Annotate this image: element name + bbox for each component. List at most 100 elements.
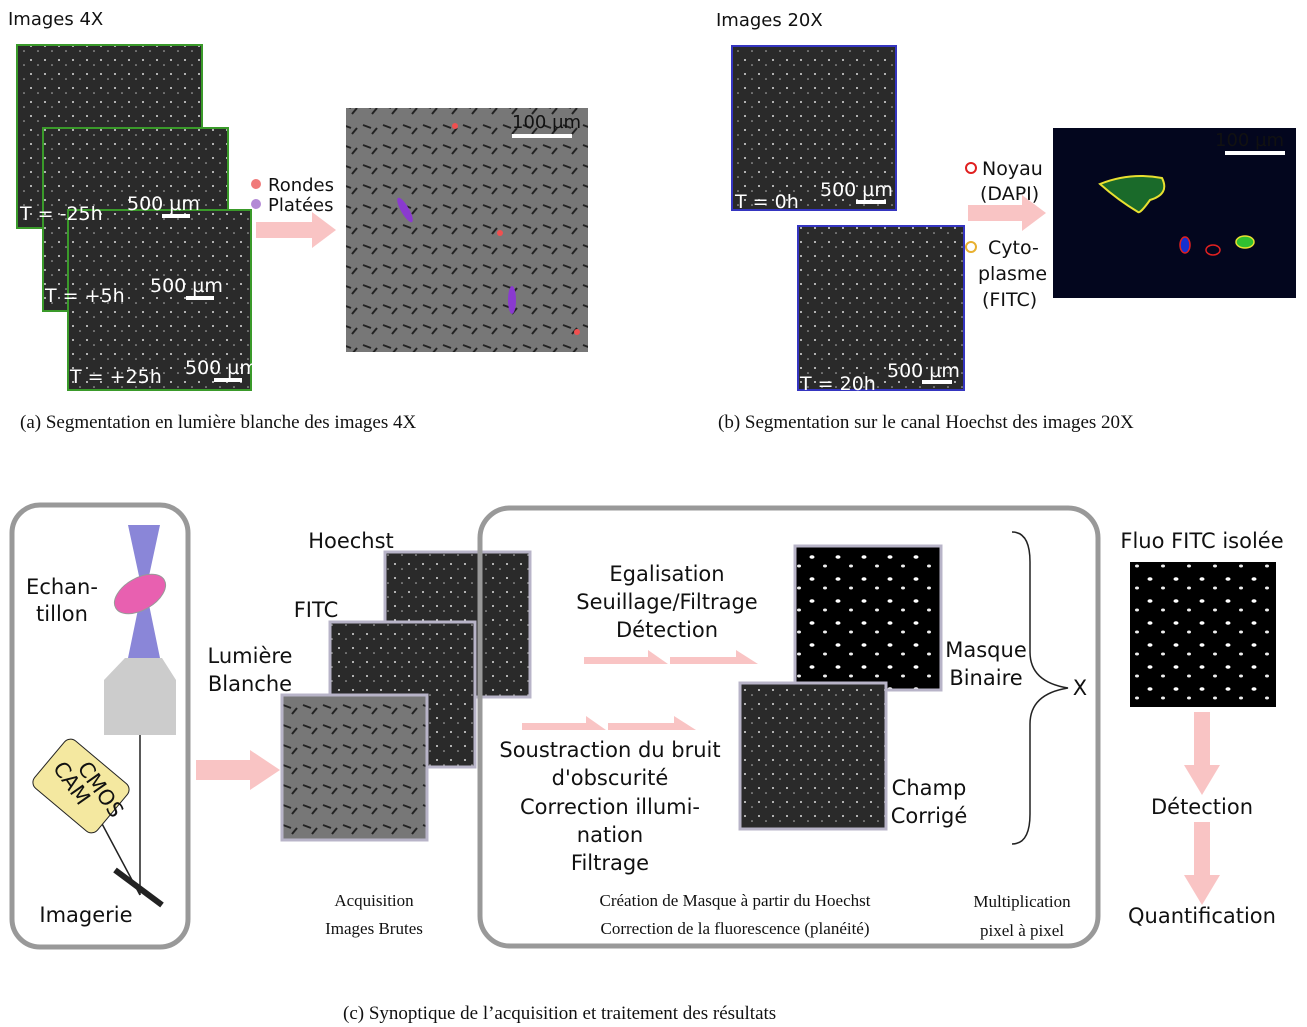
- time-label: T = +5h: [44, 285, 125, 307]
- time-label: T = +25h: [69, 366, 162, 388]
- legend-label: (FITC): [982, 289, 1037, 311]
- label: Soustraction du bruit: [499, 738, 720, 762]
- label: Détection: [1151, 795, 1253, 819]
- time-label: T = 0h: [734, 191, 799, 213]
- legend-dot: [251, 199, 261, 209]
- caption: (a) Segmentation en lumière blanche des …: [20, 412, 417, 433]
- arrow: [1184, 822, 1220, 905]
- cell-mark: [1235, 235, 1255, 249]
- corrected-image: [738, 681, 888, 831]
- cell-mark: [397, 197, 413, 223]
- heading: Images 4X: [8, 9, 103, 30]
- legend-label: Cyto-: [988, 237, 1039, 259]
- scale-label: 500 µm: [887, 360, 960, 382]
- legend-label: plasme: [978, 263, 1047, 285]
- cell-mark: [1179, 236, 1191, 254]
- arrow: [522, 716, 606, 730]
- label: Seuillage/Filtrage: [576, 590, 757, 614]
- scale-label: 500 µm: [185, 357, 258, 379]
- scale-bar: [1225, 151, 1285, 155]
- stage-label: Images Brutes: [325, 919, 423, 938]
- label: nation: [577, 823, 643, 847]
- segmented-image: [346, 108, 588, 352]
- arrow: [196, 750, 280, 790]
- legend-label: Noyau: [982, 158, 1043, 180]
- objective: [104, 658, 176, 735]
- legend-dot: [965, 241, 977, 253]
- legend-dot: [251, 179, 261, 189]
- brace: [1011, 531, 1069, 845]
- scale-bar: [512, 134, 572, 138]
- label: Détection: [616, 618, 718, 642]
- label: Correction illumi-: [520, 795, 700, 819]
- cell-mark: [508, 286, 516, 314]
- scale-label: 100 µm: [512, 112, 581, 133]
- label: Blanche: [208, 672, 292, 696]
- scale-label: 500 µm: [820, 179, 893, 201]
- legend-label: Rondes: [268, 175, 334, 196]
- label: Echan-: [26, 575, 98, 599]
- caption: (b) Segmentation sur le canal Hoechst de…: [718, 412, 1134, 433]
- segmented-image: [1053, 128, 1296, 298]
- label: Masque: [945, 638, 1027, 662]
- label: tillon: [36, 602, 88, 626]
- scale-label: 500 µm: [150, 275, 223, 297]
- mask-image: [793, 544, 943, 692]
- cell-mark: [574, 329, 580, 335]
- stage-label: Correction de la fluorescence (planéité): [600, 919, 869, 938]
- scale-bar: [214, 378, 242, 382]
- stage-label: Multiplication: [973, 892, 1071, 911]
- isolated-image: [1130, 562, 1276, 707]
- arrow: [968, 195, 1046, 231]
- processing-box: [477, 505, 1101, 949]
- time-label: T = 20h: [799, 373, 876, 395]
- camera: [32, 738, 130, 834]
- label: Filtrage: [571, 851, 649, 875]
- frame: [67, 209, 252, 391]
- label: FITC: [294, 598, 339, 622]
- cell-mark: [1205, 244, 1221, 256]
- white-light-image: [280, 693, 429, 842]
- label: Hoechst: [308, 529, 394, 553]
- frames-4x: T = -25h 500 µm T = +5h 500 µm T = +25h …: [16, 44, 258, 391]
- arrow: [1184, 712, 1220, 795]
- cell-mark: [452, 123, 458, 129]
- stage-label: pixel à pixel: [980, 921, 1064, 940]
- cell-mark: [497, 230, 503, 236]
- time-label: T = -25h: [19, 203, 103, 225]
- scale-bar: [922, 380, 952, 384]
- stage-label: Création de Masque à partir du Hoechst: [600, 891, 871, 910]
- arrow: [256, 212, 336, 248]
- mirror: [113, 867, 164, 908]
- scale-label: 100 µm: [1215, 130, 1284, 151]
- optical-path: [99, 819, 141, 896]
- cell-mark: [1098, 175, 1166, 214]
- scale-bar: [186, 296, 214, 300]
- arrow: [584, 650, 668, 664]
- stage-label: Acquisition: [334, 891, 414, 910]
- frame: [731, 45, 897, 211]
- label: Imagerie: [39, 903, 132, 927]
- arrow: [670, 650, 758, 664]
- label: Lumière: [208, 644, 293, 668]
- legend-label: Platées: [268, 195, 333, 216]
- label: Corrigé: [891, 804, 968, 828]
- label: Binaire: [949, 666, 1022, 690]
- legend-dot: [965, 162, 977, 174]
- heading: Images 20X: [716, 10, 823, 31]
- label: Egalisation: [609, 562, 724, 586]
- frame: [797, 225, 965, 391]
- arrow: [608, 716, 696, 730]
- label: X: [1073, 676, 1087, 700]
- label: d'obscurité: [552, 766, 669, 790]
- sample: [113, 573, 167, 615]
- acquisition-box: [9, 502, 191, 950]
- scale-label: 500 µm: [127, 193, 200, 215]
- label: Quantification: [1128, 904, 1276, 928]
- caption: (c) Synoptique de l’acquisition et trait…: [343, 1003, 776, 1024]
- scale-bar: [856, 200, 886, 204]
- label: Fluo FITC isolée: [1120, 529, 1283, 553]
- scale-bar: [162, 214, 190, 218]
- label: Champ: [892, 776, 967, 800]
